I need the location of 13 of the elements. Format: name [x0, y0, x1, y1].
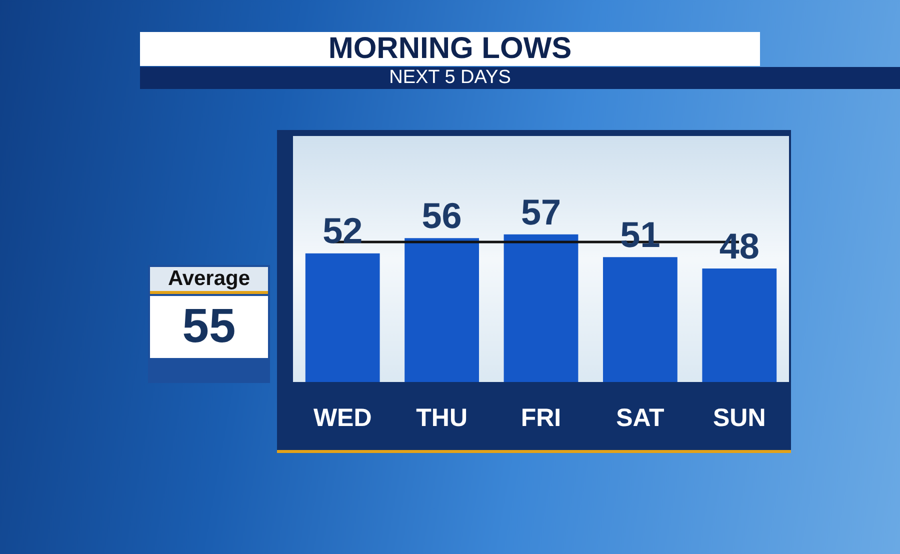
x-tick-label: WED	[313, 404, 372, 432]
data-label: 56	[422, 195, 462, 236]
x-tick-label: THU	[416, 404, 468, 432]
chart-title: MORNING LOWS	[140, 32, 760, 66]
x-tick-label: SAT	[616, 404, 664, 432]
x-tick-label: FRI	[520, 404, 562, 432]
data-label: 48	[719, 225, 760, 266]
text: 55	[150, 296, 268, 358]
data-label: 52	[322, 210, 363, 252]
x-tick-label: SUN	[713, 404, 766, 432]
ref-line-label: Average	[150, 267, 268, 294]
data-label: 57	[520, 191, 562, 232]
chart-subtitle: NEXT 5 DAYS	[388, 67, 512, 89]
